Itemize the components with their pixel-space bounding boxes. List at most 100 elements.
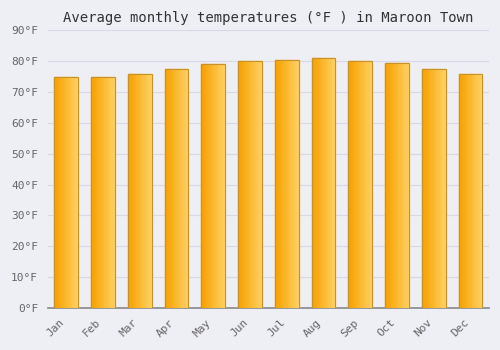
Bar <box>164 69 188 308</box>
Bar <box>436 69 438 308</box>
Bar <box>168 69 170 308</box>
Bar <box>282 60 283 308</box>
Bar <box>324 58 326 308</box>
Bar <box>435 69 436 308</box>
Bar <box>468 74 469 308</box>
Bar <box>66 77 68 308</box>
Bar <box>186 69 187 308</box>
Bar <box>476 74 478 308</box>
Bar <box>422 69 446 308</box>
Bar <box>400 63 402 308</box>
Bar <box>429 69 430 308</box>
Bar <box>390 63 391 308</box>
Bar <box>180 69 182 308</box>
Bar <box>255 61 256 308</box>
Bar <box>77 77 78 308</box>
Bar <box>136 74 138 308</box>
Bar <box>210 64 211 308</box>
Bar <box>239 61 240 308</box>
Bar <box>315 58 316 308</box>
Bar <box>334 58 336 308</box>
Bar <box>281 60 282 308</box>
Bar <box>58 77 59 308</box>
Bar <box>174 69 176 308</box>
Bar <box>94 77 96 308</box>
Bar <box>208 64 210 308</box>
Bar <box>286 60 288 308</box>
Bar <box>348 61 372 308</box>
Bar <box>318 58 320 308</box>
Bar <box>140 74 141 308</box>
Bar <box>202 64 203 308</box>
Bar <box>460 74 461 308</box>
Bar <box>391 63 392 308</box>
Bar <box>147 74 148 308</box>
Bar <box>238 61 262 308</box>
Bar <box>312 58 314 308</box>
Bar <box>64 77 65 308</box>
Bar <box>179 69 180 308</box>
Bar <box>218 64 219 308</box>
Bar <box>394 63 396 308</box>
Bar <box>312 58 336 308</box>
Bar <box>422 69 423 308</box>
Bar <box>423 69 424 308</box>
Bar <box>100 77 102 308</box>
Bar <box>397 63 398 308</box>
Bar <box>467 74 468 308</box>
Bar <box>296 60 298 308</box>
Bar <box>250 61 251 308</box>
Bar <box>223 64 224 308</box>
Bar <box>144 74 146 308</box>
Bar <box>132 74 134 308</box>
Bar <box>109 77 110 308</box>
Bar <box>65 77 66 308</box>
Bar <box>110 77 112 308</box>
Bar <box>275 60 276 308</box>
Bar <box>356 61 358 308</box>
Bar <box>316 58 318 308</box>
Bar <box>164 69 166 308</box>
Bar <box>128 74 129 308</box>
Bar <box>398 63 400 308</box>
Bar <box>350 61 352 308</box>
Bar <box>240 61 242 308</box>
Bar <box>276 60 277 308</box>
Bar <box>428 69 429 308</box>
Bar <box>358 61 359 308</box>
Bar <box>473 74 474 308</box>
Bar <box>68 77 70 308</box>
Bar <box>474 74 476 308</box>
Bar <box>216 64 217 308</box>
Bar <box>182 69 184 308</box>
Bar <box>251 61 252 308</box>
Bar <box>288 60 289 308</box>
Bar <box>54 77 78 308</box>
Bar <box>252 61 254 308</box>
Bar <box>364 61 365 308</box>
Bar <box>59 77 60 308</box>
Bar <box>290 60 292 308</box>
Bar <box>103 77 104 308</box>
Bar <box>326 58 327 308</box>
Bar <box>224 64 225 308</box>
Bar <box>91 77 92 308</box>
Bar <box>211 64 212 308</box>
Bar <box>432 69 434 308</box>
Bar <box>138 74 140 308</box>
Bar <box>458 74 460 308</box>
Bar <box>403 63 404 308</box>
Bar <box>246 61 248 308</box>
Bar <box>74 77 76 308</box>
Bar <box>402 63 403 308</box>
Bar <box>214 64 216 308</box>
Bar <box>385 63 409 308</box>
Bar <box>295 60 296 308</box>
Bar <box>173 69 174 308</box>
Bar <box>172 69 173 308</box>
Bar <box>478 74 479 308</box>
Bar <box>202 64 225 308</box>
Bar <box>244 61 245 308</box>
Bar <box>462 74 464 308</box>
Bar <box>352 61 353 308</box>
